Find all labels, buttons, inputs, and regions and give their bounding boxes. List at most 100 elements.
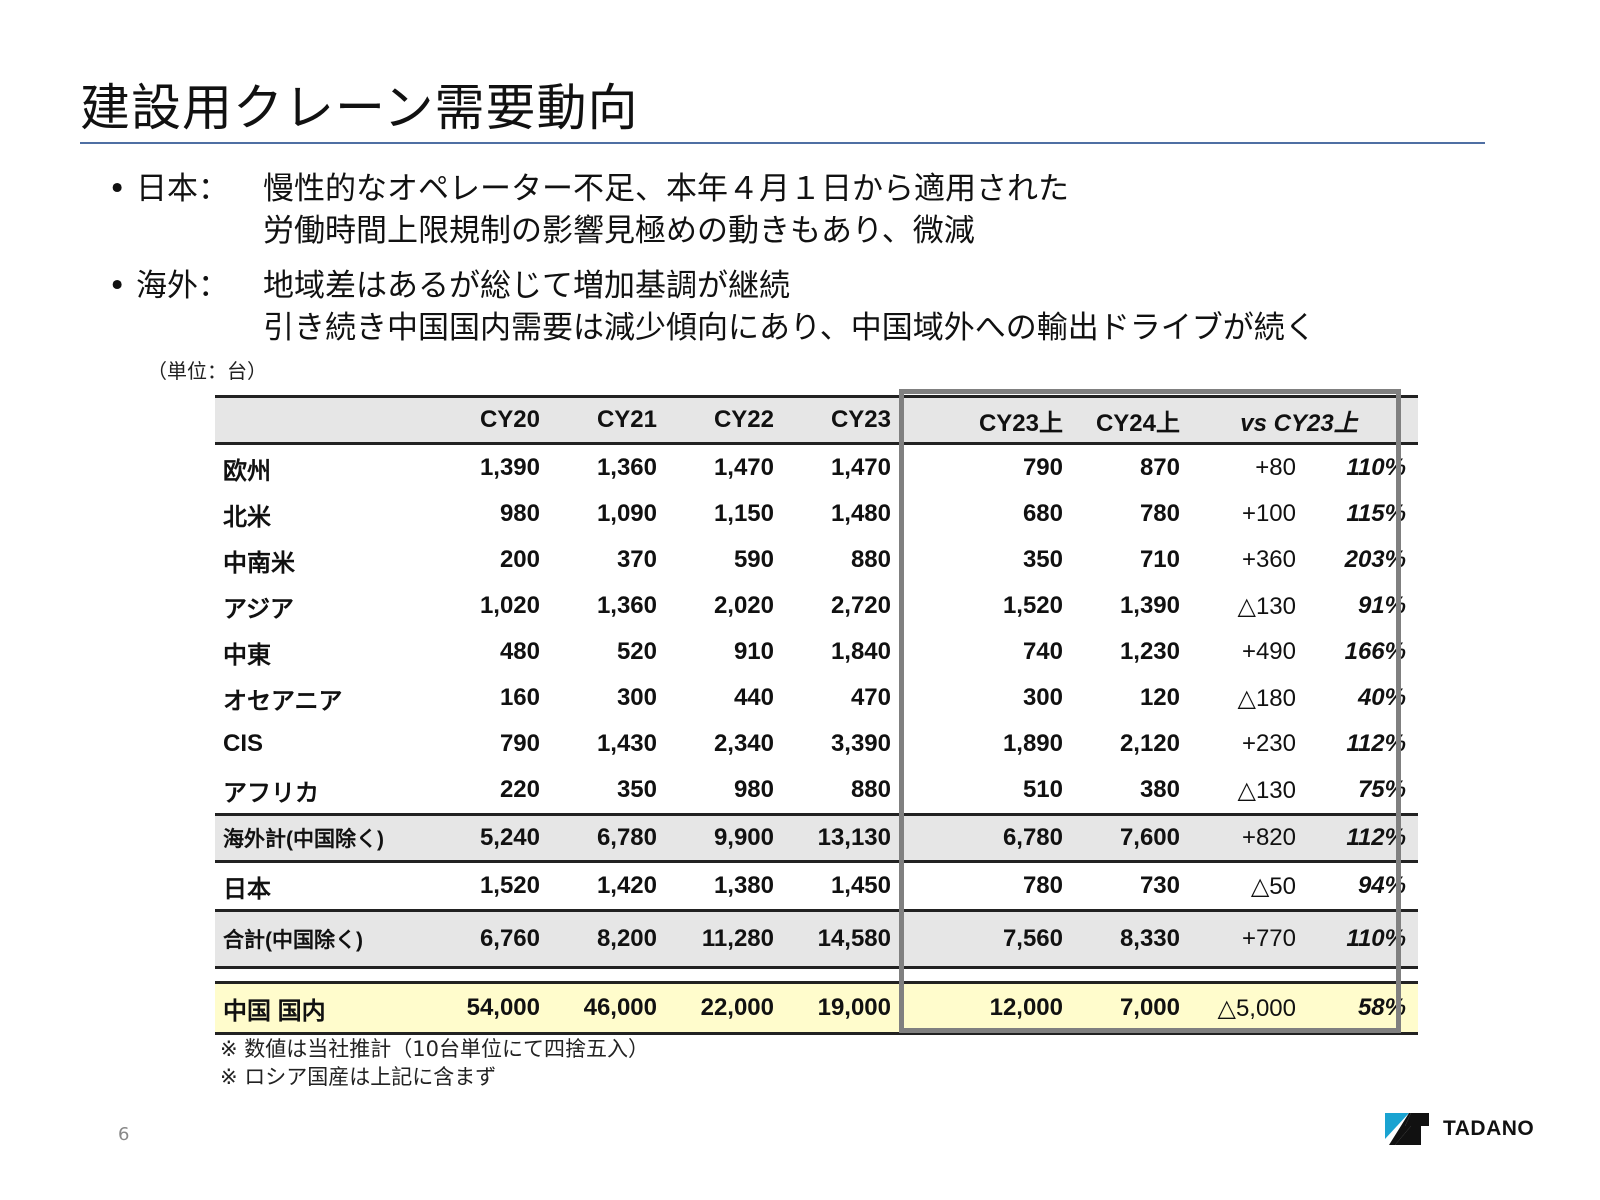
cell: 1,020 bbox=[479, 592, 540, 619]
diff-cell: +80 bbox=[1255, 454, 1296, 481]
cell: 740 bbox=[1022, 638, 1063, 665]
cell: 910 bbox=[733, 638, 774, 665]
japan-row: 日本 1,520 1,420 1,380 1,450 780 730 △50 9… bbox=[215, 862, 1418, 911]
pct-cell: 40% bbox=[1357, 684, 1406, 711]
cell: 22,000 bbox=[700, 994, 774, 1021]
table-row: CIS 790 1,430 2,340 3,390 1,890 2,120 +2… bbox=[215, 721, 1418, 767]
column-gap bbox=[891, 767, 923, 815]
bullet-heading: 海外： bbox=[136, 268, 229, 304]
tadano-logo-icon bbox=[1385, 1113, 1429, 1145]
column-gap bbox=[891, 629, 923, 675]
row-label: 中国 国内 bbox=[223, 997, 326, 1025]
cell: 1,450 bbox=[830, 872, 891, 899]
table-row: 中東 480 520 910 1,840 740 1,230 +490 166% bbox=[215, 629, 1418, 675]
cell: 1,840 bbox=[830, 638, 891, 665]
crane-demand-table: CY20 CY21 CY22 CY23 CY23上 CY24上 vs CY23上… bbox=[215, 395, 1418, 1035]
tadano-wordmark: TADANO bbox=[1443, 1117, 1535, 1140]
pct-cell: 112% bbox=[1346, 824, 1406, 851]
column-header-vs-cy23h1: vs CY23上 bbox=[1240, 409, 1358, 437]
cell: 8,330 bbox=[1119, 925, 1180, 952]
cell: 220 bbox=[499, 776, 540, 803]
cell: 790 bbox=[499, 730, 540, 757]
cell: 19,000 bbox=[817, 994, 891, 1021]
diff-cell: +490 bbox=[1241, 638, 1296, 665]
column-gap bbox=[891, 397, 923, 444]
row-label: アフリカ bbox=[223, 779, 319, 807]
cell: 870 bbox=[1139, 454, 1180, 481]
cell: 6,780 bbox=[596, 824, 657, 851]
cell: 880 bbox=[850, 546, 891, 573]
row-label: CIS bbox=[223, 730, 264, 757]
column-gap bbox=[891, 815, 923, 862]
cell: 7,600 bbox=[1119, 824, 1180, 851]
cell: 1,480 bbox=[830, 500, 891, 527]
cell: 2,120 bbox=[1119, 730, 1180, 757]
cell: 14,580 bbox=[817, 925, 891, 952]
cell: 12,000 bbox=[989, 994, 1063, 1021]
column-header-cy21: CY21 bbox=[596, 406, 657, 433]
cell: 7,000 bbox=[1119, 994, 1180, 1021]
diff-cell: △130 bbox=[1237, 592, 1297, 620]
diff-cell: +820 bbox=[1241, 824, 1296, 851]
bullet-overseas: • 海外： 地域差はあるが総じて増加基調が継続 引き続き中国国内需要は減少傾向に… bbox=[108, 265, 1316, 349]
cell: 470 bbox=[850, 684, 891, 711]
bullet-text: 地域差はあるが総じて増加基調が継続 bbox=[263, 268, 790, 304]
cell: 1,470 bbox=[830, 454, 891, 481]
cell: 350 bbox=[616, 776, 657, 803]
cell: 2,720 bbox=[830, 592, 891, 619]
cell: 7,560 bbox=[1002, 925, 1063, 952]
pct-cell: 166% bbox=[1344, 638, 1406, 665]
cell: 1,390 bbox=[479, 454, 540, 481]
cell: 480 bbox=[499, 638, 540, 665]
column-header-cy20: CY20 bbox=[479, 406, 540, 433]
column-gap bbox=[891, 444, 923, 492]
table-row: オセアニア 160 300 440 470 300 120 △180 40% bbox=[215, 675, 1418, 721]
bullet-marker: • bbox=[108, 171, 127, 207]
column-gap bbox=[891, 983, 923, 1034]
column-header-cy23h1: CY23上 bbox=[978, 409, 1063, 437]
pct-cell: 110% bbox=[1346, 925, 1406, 952]
row-label: 中東 bbox=[223, 641, 271, 669]
diff-cell: +360 bbox=[1241, 546, 1296, 573]
column-gap bbox=[891, 911, 923, 968]
cell: 54,000 bbox=[466, 994, 540, 1021]
cell: 1,390 bbox=[1119, 592, 1180, 619]
total-row: 合計(中国除く) 6,760 8,200 11,280 14,580 7,560… bbox=[215, 910, 1418, 968]
cell: 370 bbox=[616, 546, 657, 573]
pct-cell: 203% bbox=[1344, 546, 1406, 573]
table-row: 北米 980 1,090 1,150 1,480 680 780 +100 11… bbox=[215, 491, 1418, 537]
table-header-row: CY20 CY21 CY22 CY23 CY23上 CY24上 vs CY23上 bbox=[215, 396, 1418, 444]
diff-cell: △130 bbox=[1237, 776, 1297, 804]
unit-label: （単位：台） bbox=[147, 359, 267, 383]
diff-cell: △5,000 bbox=[1217, 994, 1296, 1022]
spacer-cell bbox=[215, 967, 1418, 983]
pct-cell: 91% bbox=[1357, 592, 1406, 619]
cell: 13,130 bbox=[817, 824, 891, 851]
cell: 1,380 bbox=[713, 872, 774, 899]
diff-cell: △180 bbox=[1237, 684, 1297, 712]
page-title: 建設用クレーン需要動向 bbox=[80, 79, 639, 137]
footnotes: ※ 数値は当社推計（10台単位にて四捨五入） ※ ロシア国産は上記に含まず bbox=[220, 1035, 649, 1091]
diff-cell: +770 bbox=[1241, 925, 1296, 952]
cell: 6,780 bbox=[1002, 824, 1063, 851]
cell: 1,360 bbox=[596, 592, 657, 619]
cell: 1,150 bbox=[713, 500, 774, 527]
bullet-text: 労働時間上限規制の影響見極めの動きもあり、微減 bbox=[263, 213, 975, 249]
column-gap bbox=[891, 721, 923, 767]
cell: 350 bbox=[1022, 546, 1063, 573]
table-row: 欧州 1,390 1,360 1,470 1,470 790 870 +80 1… bbox=[215, 444, 1418, 492]
cell: 1,090 bbox=[596, 500, 657, 527]
pct-cell: 112% bbox=[1346, 730, 1406, 757]
cell: 1,230 bbox=[1119, 638, 1180, 665]
cell: 8,200 bbox=[596, 925, 657, 952]
pct-cell: 58% bbox=[1357, 994, 1406, 1021]
cell: 780 bbox=[1022, 872, 1063, 899]
china-domestic-row: 中国 国内 54,000 46,000 22,000 19,000 12,000… bbox=[215, 982, 1418, 1034]
row-label: 合計(中国除く) bbox=[223, 929, 363, 952]
cell: 2,020 bbox=[713, 592, 774, 619]
cell: 9,900 bbox=[713, 824, 774, 851]
bullet-japan: • 日本： 慢性的なオペレーター不足、本年４月１日から適用された 労働時間上限規… bbox=[108, 168, 1316, 252]
row-label: 北米 bbox=[223, 503, 271, 531]
row-label: オセアニア bbox=[223, 687, 343, 715]
row-label: 日本 bbox=[223, 875, 271, 903]
